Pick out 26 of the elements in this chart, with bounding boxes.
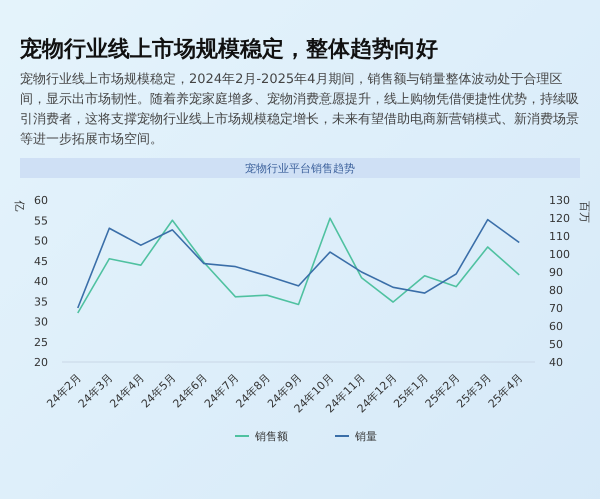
y2-tick-label: 80 xyxy=(549,284,563,297)
y2-tick-label: 90 xyxy=(549,266,563,279)
y2-axis-title: 百万 xyxy=(578,201,591,223)
y-tick-label: 55 xyxy=(34,214,48,228)
y-tick-label: 25 xyxy=(34,336,48,349)
y2-tick-label: 130 xyxy=(549,194,570,207)
y2-tick-label: 120 xyxy=(549,212,570,225)
y-tick-label: 30 xyxy=(34,316,48,328)
y-tick-label: 40 xyxy=(34,275,48,288)
chart-title: 宠物行业线上市场规模稳定，整体趋势向好 xyxy=(20,36,438,64)
y-axis-title: 亿 xyxy=(13,200,26,212)
y-tick-label: 35 xyxy=(34,295,48,308)
y-tick-label: 50 xyxy=(34,234,48,248)
y2-tick-label: 60 xyxy=(549,320,563,333)
y2-tick-label: 50 xyxy=(549,338,563,351)
y2-tick-label: 40 xyxy=(549,356,563,369)
y-tick-label: 60 xyxy=(34,194,48,207)
y-tick-label: 45 xyxy=(34,254,48,268)
text: 宠物行业平台销售趋势 xyxy=(245,162,355,175)
y2-tick-label: 70 xyxy=(549,302,563,315)
y-tick-label: 20 xyxy=(34,356,48,369)
y2-tick-label: 100 xyxy=(549,248,570,261)
chart-subtitle: 宠物行业线上市场规模稳定，2024年2月-2025年4月期间，销售额与销量整体波动处于合理区间，显示出市场韧性。随着养宠家庭增多、宠物消费意愿提升，线上购物凭借便捷性优势，持续吸引消费者，这将支撑宠物行业线上市场规模稳定增长，未来有望借助电商新营销模式、新消费场景等进一步拓展市场空间。 xyxy=(20,71,580,149)
y2-tick-label: 110 xyxy=(549,230,570,243)
legend-label: 销售额 xyxy=(254,430,288,443)
legend-label: 销量 xyxy=(354,430,377,443)
